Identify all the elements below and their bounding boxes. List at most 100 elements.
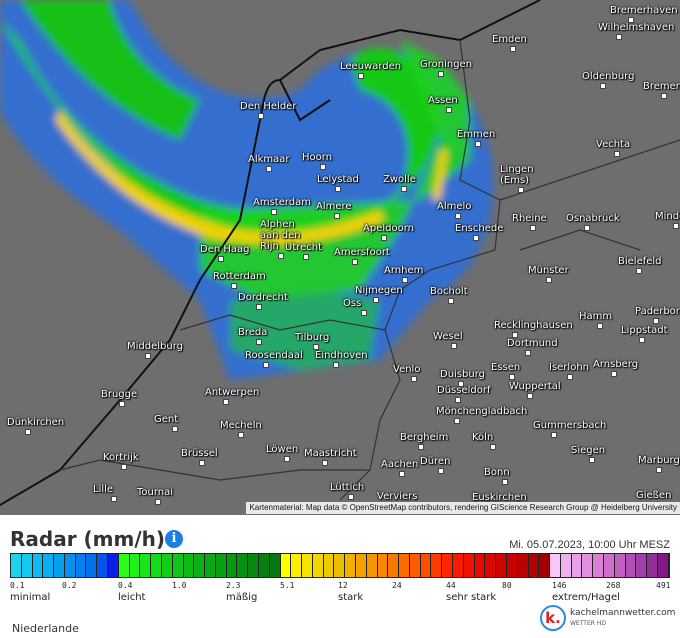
city-label: Lille — [93, 484, 114, 495]
city-marker — [653, 318, 659, 324]
city-marker — [454, 418, 460, 424]
scale-tick: 24 — [392, 581, 402, 590]
scale-cell — [614, 554, 626, 577]
city-marker — [616, 34, 622, 40]
city-marker — [266, 166, 272, 172]
scale-cell — [560, 554, 572, 577]
kachelmannwetter-logo[interactable]: k. kachelmannwetter.com WETTER HD — [540, 605, 675, 635]
city-label: Tournai — [137, 487, 174, 498]
city-label: Den Helder — [240, 101, 297, 112]
scale-cell — [205, 554, 216, 577]
city-marker — [172, 426, 178, 432]
city-label: Düsseldorf — [437, 385, 491, 396]
scale-cell — [463, 554, 475, 577]
logo-sub: WETTER HD — [570, 620, 606, 627]
scale-cell — [151, 554, 162, 577]
scale-tick: 12 — [338, 581, 348, 590]
scale-cell — [312, 554, 324, 577]
scale-cell — [129, 554, 141, 577]
scale-cell — [345, 554, 356, 577]
scale-cell — [485, 554, 497, 577]
scale-cell — [582, 554, 594, 577]
city-marker — [352, 259, 358, 265]
city-label: Amersfoort — [334, 247, 390, 258]
radar-green-top — [20, 0, 200, 140]
scale-cell — [528, 554, 540, 577]
city-label: Assen — [428, 95, 458, 106]
city-label: Siegen — [571, 445, 606, 456]
city-marker — [525, 350, 531, 356]
city-label: Lelystad — [317, 174, 359, 185]
scale-cell — [161, 554, 173, 577]
city-marker — [334, 213, 340, 219]
city-label: Minden — [655, 211, 680, 222]
scale-cell — [539, 554, 551, 577]
city-marker — [199, 460, 205, 466]
city-label: Amsterdam — [253, 197, 312, 208]
city-label: Breda — [238, 327, 268, 338]
scale-cell — [258, 554, 270, 577]
city-label: Lingen (Ems) — [500, 164, 534, 186]
city-label: Dortmund — [507, 338, 558, 349]
scale-category: sehr stark — [446, 592, 497, 603]
city-label: Utrecht — [285, 242, 323, 253]
scale-tick: 2.3 — [226, 581, 241, 590]
city-label: Middelburg — [127, 341, 184, 352]
city-marker — [455, 397, 461, 403]
info-icon[interactable]: i — [165, 530, 183, 548]
city-marker — [614, 151, 620, 157]
city-marker — [263, 362, 269, 368]
city-label: Nijmegen — [355, 285, 403, 296]
city-marker — [597, 323, 603, 329]
city-marker — [278, 253, 284, 259]
city-marker — [527, 393, 533, 399]
city-label: Bonn — [484, 467, 510, 478]
coastline — [0, 0, 541, 506]
city-label: Eindhoven — [315, 350, 368, 361]
city-marker — [218, 256, 224, 262]
scale-tick: 5.1 — [280, 581, 295, 590]
city-label: Rotterdam — [213, 271, 266, 282]
city-label: Mecheln — [220, 420, 262, 431]
city-marker — [25, 429, 31, 435]
timestamp: Mi. 05.07.2023, 10:00 Uhr MESZ — [509, 539, 670, 551]
city-marker — [358, 73, 364, 79]
scale-cell — [64, 554, 76, 577]
city-marker — [512, 332, 518, 338]
legend-title: Radar (mm/h) — [10, 527, 166, 551]
radar-map[interactable]: Bremerhaven Wilhelmshaven Emden Leeuwarden G… — [0, 0, 680, 515]
scale-cell — [636, 554, 648, 577]
city-label: Dünkirchen — [7, 417, 65, 428]
scale-cell — [571, 554, 583, 577]
city-label: Aachen — [381, 459, 419, 470]
scale-tick: 80 — [502, 581, 512, 590]
city-marker — [402, 277, 408, 283]
city-label: Gießen — [636, 490, 672, 501]
city-marker — [411, 376, 417, 382]
city-marker — [373, 297, 379, 303]
radar-yellow-stripe — [55, 110, 385, 245]
scale-cell — [183, 554, 195, 577]
city-label: Löwen — [266, 444, 299, 455]
city-marker — [438, 71, 444, 77]
city-label: Mönchengladbach — [436, 406, 528, 417]
city-marker — [502, 479, 508, 485]
scale-cell — [409, 554, 421, 577]
scale-category: mäßig — [226, 592, 258, 603]
city-label: Emmen — [457, 129, 496, 140]
city-marker — [458, 381, 464, 387]
scale-cell — [388, 554, 400, 577]
city-marker — [256, 339, 262, 345]
city-marker — [322, 460, 328, 466]
radar-yellow-east — [432, 150, 448, 200]
city-label: Arnsberg — [593, 359, 639, 370]
scale-cell — [280, 554, 292, 577]
scale-cell — [237, 554, 249, 577]
city-label: Münster — [528, 265, 569, 276]
scale-cell — [291, 554, 303, 577]
city-marker — [656, 467, 662, 473]
scale-cell — [506, 554, 518, 577]
city-marker — [320, 164, 326, 170]
city-label: Arnhem — [384, 265, 424, 276]
scale-cell — [194, 554, 206, 577]
